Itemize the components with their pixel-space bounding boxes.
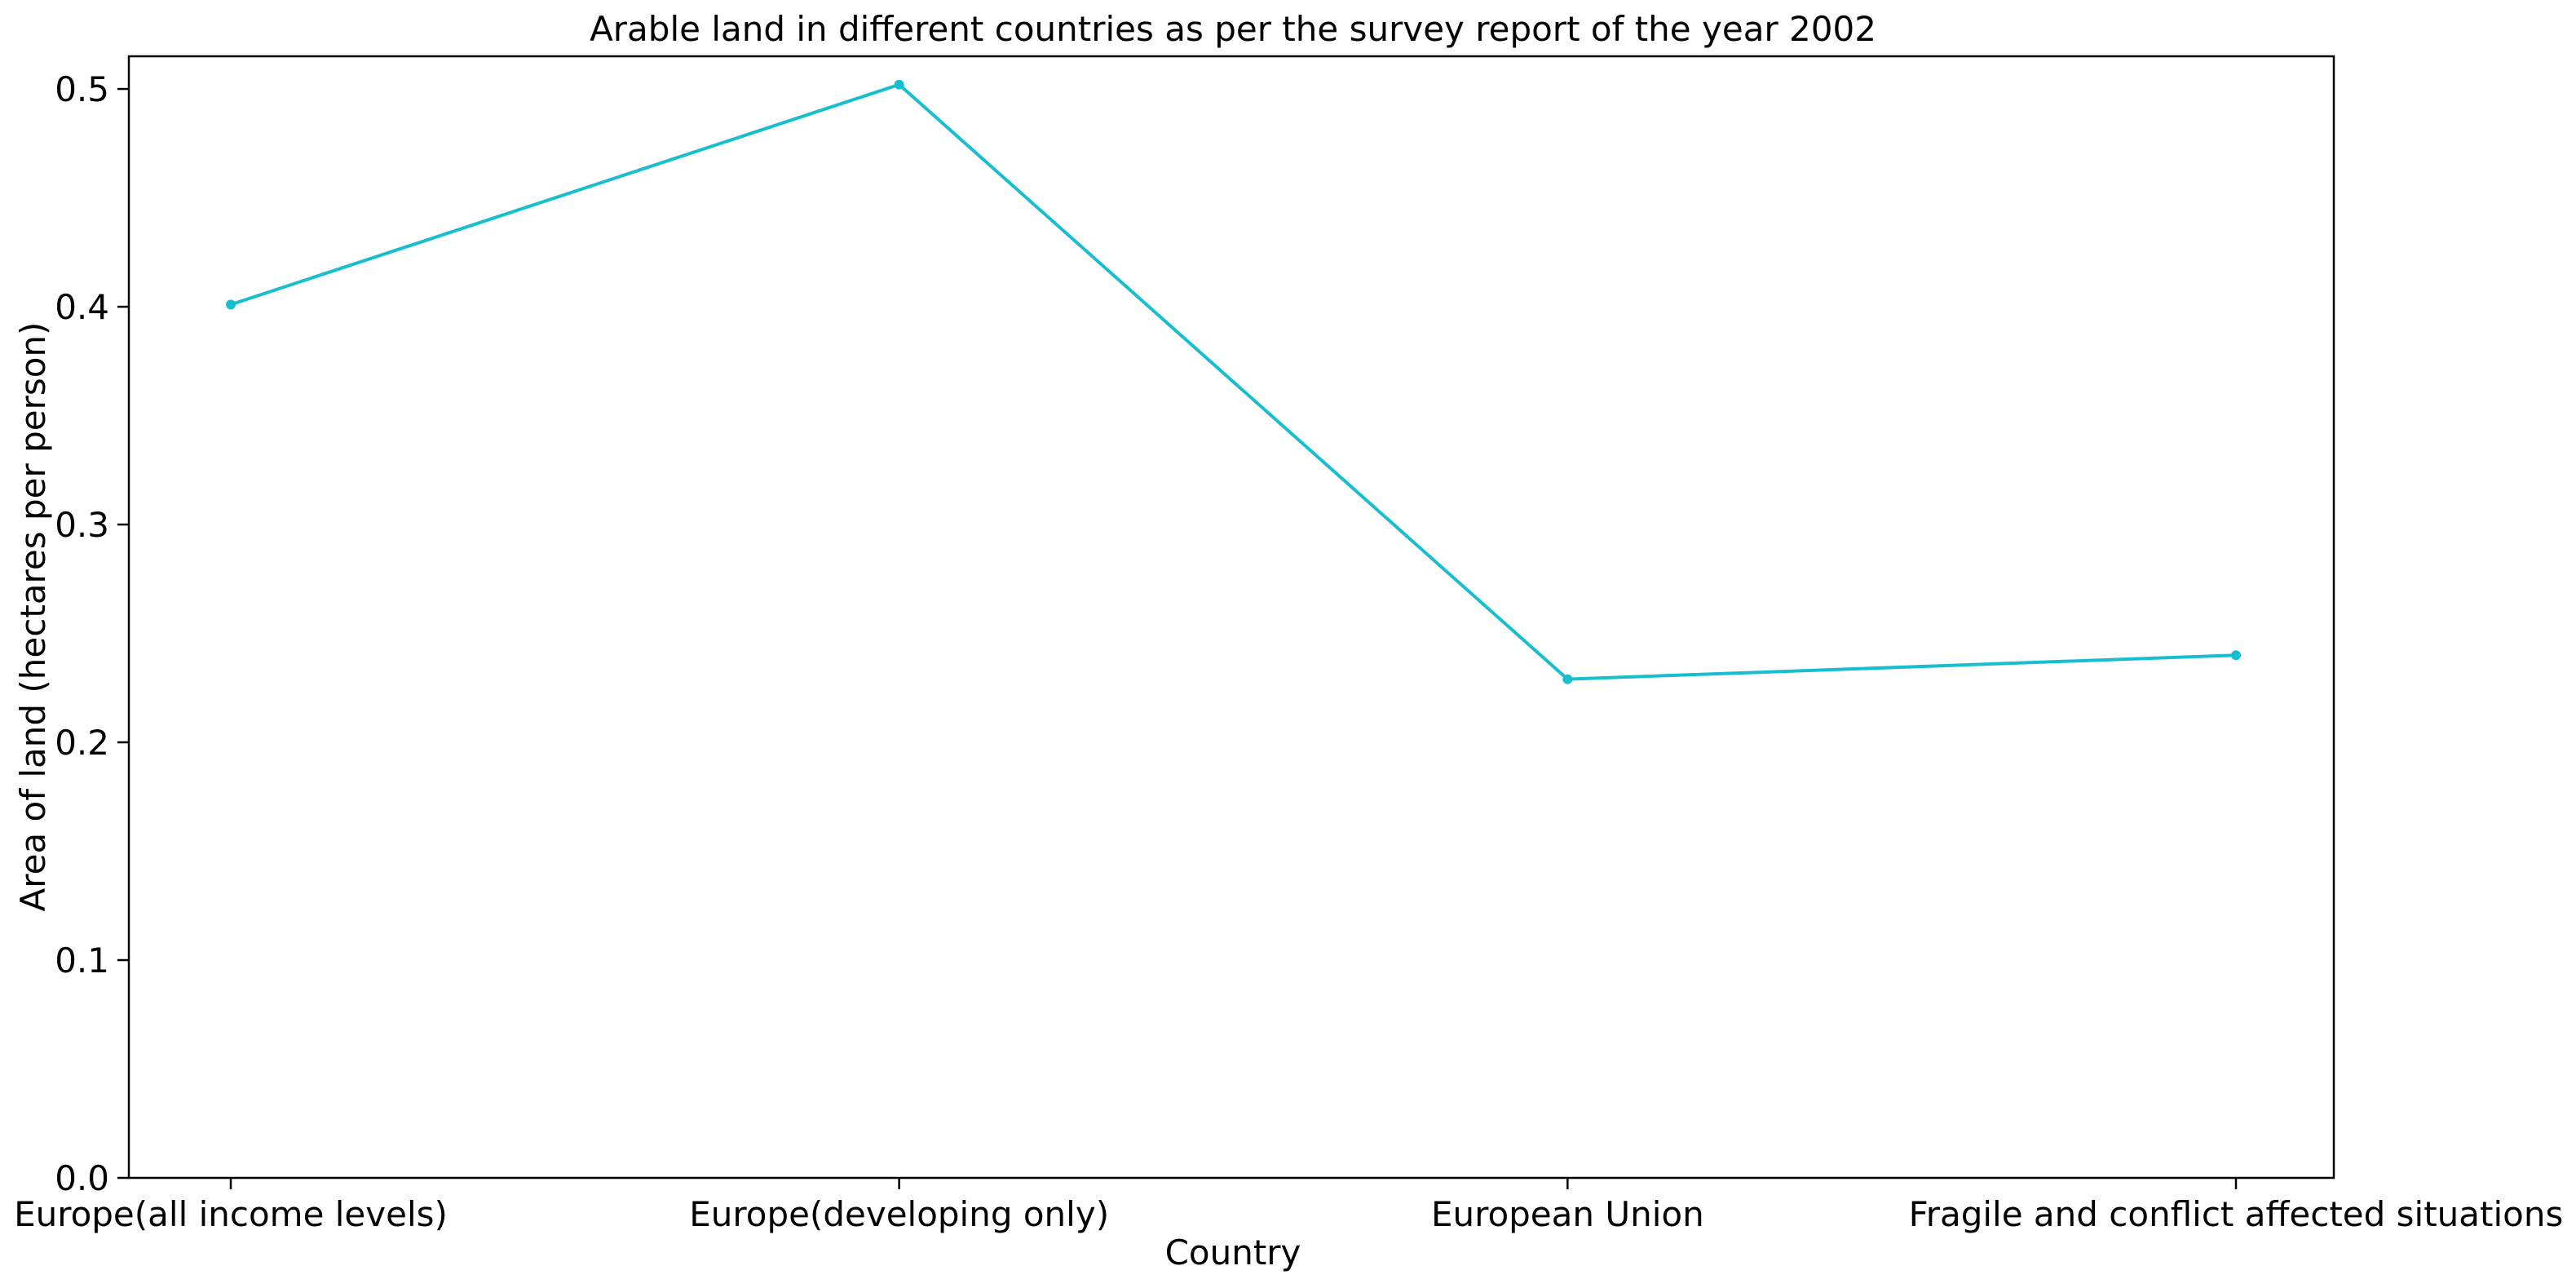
x-tick-label: Europe(all income levels) [14,1194,448,1234]
y-tick-label: 0.0 [55,1158,109,1198]
x-tick-label: Europe(developing only) [689,1194,1109,1234]
y-tick-label: 0.1 [55,941,109,980]
y-tick-label: 0.4 [55,287,109,327]
x-axis-label: Country [1165,1233,1301,1273]
y-tick-label: 0.5 [55,69,109,109]
plot-area [127,55,2335,1180]
data-point [1562,674,1573,684]
series-line [229,82,2238,681]
x-tick-label: European Union [1431,1194,1704,1234]
x-tick-label: Fragile and conflict affected situations [1909,1194,2564,1234]
x-axis: Europe(all income levels) Europe(developi… [14,1178,2563,1234]
y-axis: 0.0 0.1 0.2 0.3 0.4 0.5 [55,69,129,1198]
y-axis-label: Area of land (hectares per person) [13,322,53,912]
data-point [226,299,236,310]
data-point [2231,650,2241,661]
series-layer [226,79,2241,684]
chart-title: Arable land in different countries as pe… [590,9,1876,49]
y-tick-label: 0.2 [55,723,109,763]
data-point [894,79,904,90]
y-tick-label: 0.3 [55,505,109,545]
